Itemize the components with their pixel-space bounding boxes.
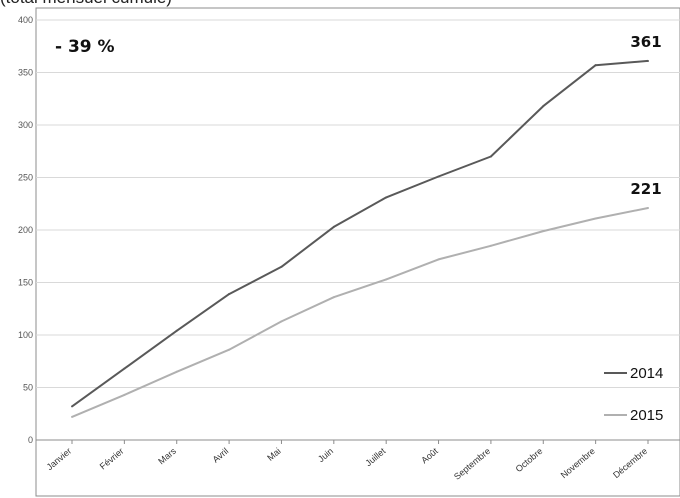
end-label-2015: 221 bbox=[630, 180, 661, 198]
data-point-2014 bbox=[647, 59, 649, 62]
x-tick-labels: Janvier Février Mars Avril Mai Juin Juillet Aoû… bbox=[45, 440, 649, 482]
data-point-2015 bbox=[175, 370, 178, 373]
x-tick-label: Février bbox=[98, 446, 126, 472]
x-tick-label: Septembre bbox=[452, 446, 492, 482]
data-point-2015 bbox=[437, 258, 440, 261]
series-layer bbox=[71, 59, 649, 418]
x-tick-label: Octobre bbox=[514, 446, 545, 474]
data-point-2014 bbox=[71, 405, 73, 408]
legend-label-2014: 2014 bbox=[630, 365, 663, 382]
y-tick-label: 350 bbox=[18, 68, 33, 78]
data-point-2015 bbox=[228, 348, 231, 351]
y-tick-label: 150 bbox=[18, 278, 33, 288]
data-point-2015 bbox=[385, 278, 388, 281]
y-tick-label: 200 bbox=[18, 225, 33, 235]
legend-label-2015: 2015 bbox=[630, 407, 663, 424]
data-point-2014 bbox=[123, 367, 126, 370]
y-tick-label: 0 bbox=[28, 435, 33, 445]
data-point-2014 bbox=[332, 225, 335, 228]
data-point-2014 bbox=[489, 155, 492, 158]
x-tick-label: Juin bbox=[316, 446, 335, 464]
y-tick-labels: 0 50 100 150 200 250 300 350 400 bbox=[18, 15, 33, 445]
x-tick-label: Mai bbox=[265, 446, 283, 463]
data-point-2014 bbox=[385, 196, 388, 199]
data-point-2015 bbox=[594, 217, 597, 220]
y-tick-label: 250 bbox=[18, 173, 33, 183]
y-tick-label: 100 bbox=[18, 330, 33, 340]
data-point-2015 bbox=[489, 244, 492, 247]
y-tick-label: 400 bbox=[18, 15, 33, 25]
data-point-2015 bbox=[280, 320, 283, 323]
x-tick-label: Mars bbox=[156, 446, 178, 467]
data-point-2014 bbox=[175, 329, 178, 332]
legend: 2014 2015 bbox=[604, 365, 663, 424]
grid-layer bbox=[36, 19, 680, 388]
x-tick-label: Janvier bbox=[45, 446, 74, 472]
data-point-2014 bbox=[280, 265, 283, 268]
data-point-2014 bbox=[437, 175, 440, 178]
x-tick-label: Juillet bbox=[363, 446, 387, 469]
data-point-2014 bbox=[594, 64, 597, 67]
y-tick-label: 50 bbox=[23, 383, 33, 393]
plot-frame bbox=[35, 7, 680, 497]
x-tick-label: Novembre bbox=[559, 446, 597, 480]
data-point-2015 bbox=[542, 230, 545, 233]
chart-title: (total mensuel cumulé) bbox=[0, 0, 172, 8]
data-point-2015 bbox=[647, 206, 649, 209]
x-tick-label: Avril bbox=[211, 446, 231, 465]
series-line-2014 bbox=[71, 59, 649, 408]
series-line-2015 bbox=[71, 207, 649, 418]
x-tick-label: Août bbox=[419, 446, 440, 466]
end-label-2014: 361 bbox=[630, 33, 661, 51]
data-point-2014 bbox=[228, 293, 231, 296]
data-point-2015 bbox=[71, 415, 73, 418]
change-annotation: - 39 % bbox=[55, 37, 115, 57]
x-tick-label: Décembre bbox=[611, 446, 649, 480]
data-point-2014 bbox=[542, 105, 545, 108]
data-point-2015 bbox=[123, 393, 126, 396]
end-labels: 361 221 bbox=[630, 33, 661, 198]
data-point-2015 bbox=[332, 296, 335, 299]
y-tick-label: 300 bbox=[18, 120, 33, 130]
